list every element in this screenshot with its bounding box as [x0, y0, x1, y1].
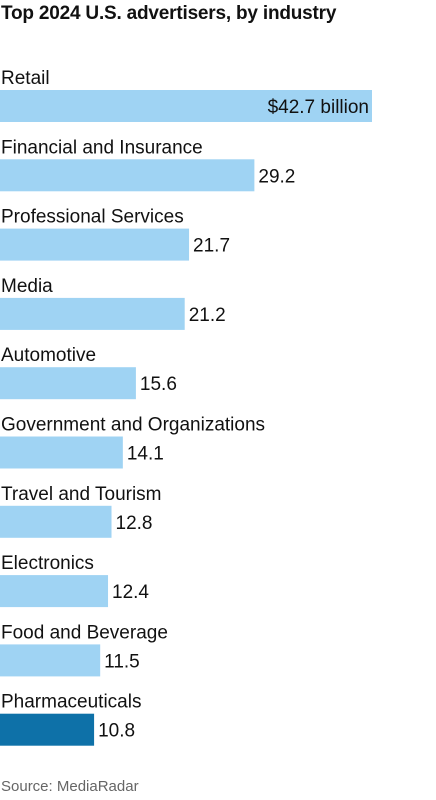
bar — [0, 159, 255, 192]
bar — [0, 90, 372, 122]
bar — [0, 505, 112, 538]
category-label: Pharmaceuticals — [1, 692, 141, 713]
bar — [0, 436, 123, 469]
bar-chart: Retail $42.7 billion Financial and Insuran… — [0, 68, 372, 746]
value-label: 15.6 — [140, 374, 177, 395]
bar — [0, 644, 101, 677]
bar — [0, 713, 95, 746]
category-label: Automotive — [1, 345, 96, 366]
category-label: Electronics — [1, 553, 94, 574]
bar — [0, 367, 136, 400]
bar — [0, 228, 190, 261]
chart-source: Source: MediaRadar — [1, 778, 139, 795]
category-label: Travel and Tourism — [1, 484, 162, 505]
category-label: Government and Organizations — [1, 415, 265, 436]
category-label: Retail — [1, 68, 50, 89]
category-label: Financial and Insurance — [1, 137, 203, 158]
value-label: 12.8 — [116, 513, 153, 534]
value-label: $42.7 billion — [268, 97, 369, 118]
value-label: 14.1 — [127, 444, 164, 465]
value-label: 12.4 — [112, 582, 149, 603]
category-label: Professional Services — [1, 207, 184, 228]
bar — [0, 297, 185, 330]
value-label: 10.8 — [98, 721, 135, 742]
bar — [0, 575, 109, 608]
chart-title: Top 2024 U.S. advertisers, by industry — [1, 3, 337, 24]
value-label: 21.7 — [193, 236, 230, 257]
value-label: 11.5 — [104, 651, 140, 672]
value-label: 29.2 — [258, 166, 295, 187]
category-label: Food and Beverage — [1, 622, 168, 643]
value-label: 21.2 — [189, 305, 226, 326]
category-label: Media — [1, 276, 53, 297]
